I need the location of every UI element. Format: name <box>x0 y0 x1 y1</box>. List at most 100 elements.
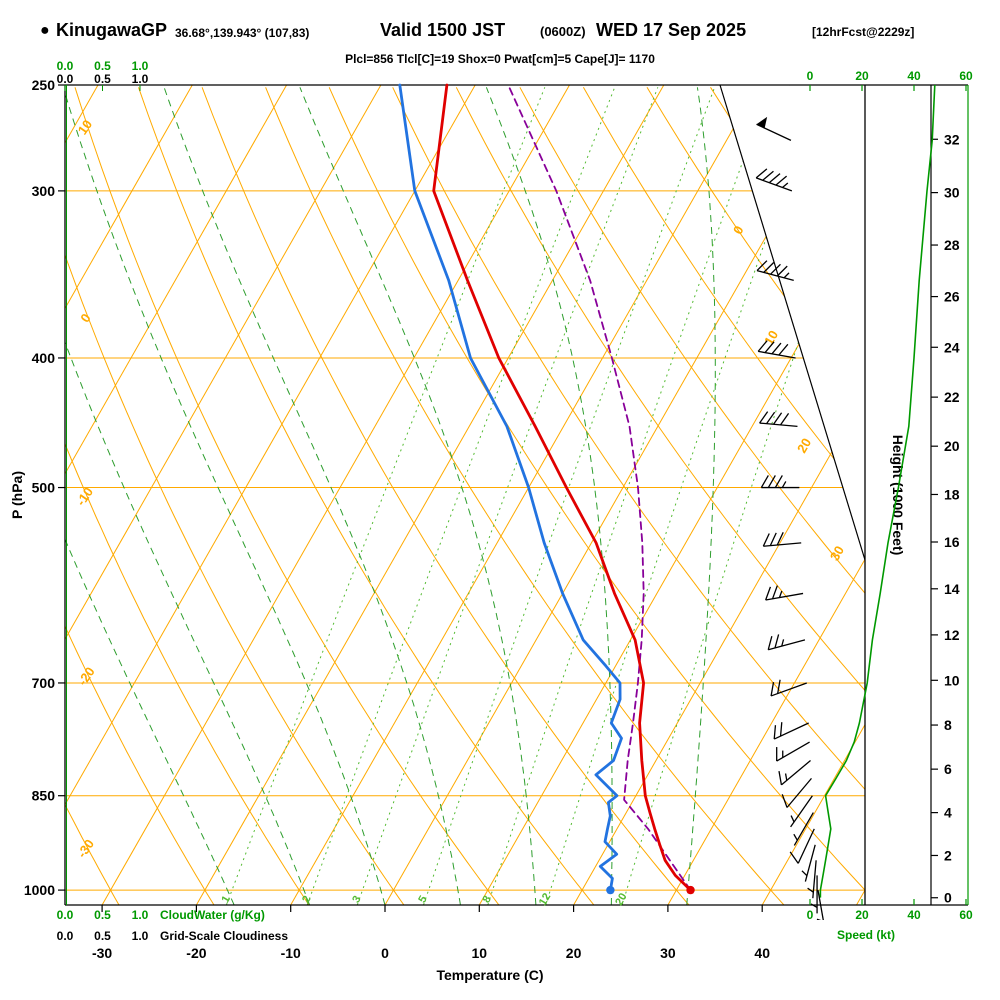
height-tick-label: 12 <box>944 627 960 643</box>
height-tick-label: 20 <box>944 438 960 454</box>
pressure-tick-label: 400 <box>32 350 56 366</box>
isotherm-label: 20 <box>794 435 814 455</box>
wind-barb <box>807 860 817 899</box>
wind-barb <box>755 168 793 192</box>
pressure-axis-title: P (hPa) <box>9 471 25 519</box>
diagonal-cut-line <box>719 84 866 561</box>
mixing-ratio-line <box>225 87 546 905</box>
cloudiness-axis-title: Grid-Scale Cloudiness <box>160 929 288 943</box>
height-tick-label: 8 <box>944 717 952 733</box>
valid-time: Valid 1500 JST <box>380 20 506 40</box>
cloudwater-scale-bottom: 0.5 <box>94 908 111 922</box>
wind-barb <box>781 777 812 808</box>
mixing-ratio-line <box>356 87 659 905</box>
dry-adiabat-label: -10 <box>73 484 96 508</box>
dry-adiabat-line <box>65 87 120 905</box>
speed-tick-label: 20 <box>855 69 869 83</box>
surface-dewpoint-dot <box>606 885 615 895</box>
dry-adiabat-line <box>455 87 865 905</box>
dry-adiabat-line <box>65 87 405 905</box>
dry-adiabat-label: -20 <box>75 664 98 688</box>
cloudiness-scale-bottom: 0.0 <box>57 929 74 943</box>
pressure-tick-label: 500 <box>32 480 56 496</box>
dry-adiabat-line <box>138 87 595 905</box>
moist-adiabat-line <box>485 87 613 905</box>
surface-temperature-dot <box>686 885 695 895</box>
background-grid <box>65 85 865 905</box>
moist-adiabat-line <box>686 87 716 905</box>
moist-adiabat-line <box>65 87 311 905</box>
valid-time-utc: (0600Z) <box>540 24 586 39</box>
wind-barb <box>776 741 810 762</box>
height-tick-label: 18 <box>944 486 960 502</box>
speed-tick-label: 0 <box>807 908 814 922</box>
temperature-tick-label: 40 <box>754 945 770 961</box>
dry-adiabat-line <box>65 87 215 905</box>
dry-adiabat-label: 0 <box>77 311 93 326</box>
wind-barb <box>793 812 814 846</box>
isotherm-line <box>195 85 665 905</box>
isotherm-line <box>667 85 865 905</box>
temperature-axis-title: Temperature (C) <box>436 967 543 983</box>
wind-barb <box>762 532 802 547</box>
mixing-ratio-label: 1 <box>219 894 232 905</box>
dry-adiabat-line <box>837 87 865 905</box>
mixing-ratio-label: 5 <box>416 894 429 905</box>
mixing-ratio-line <box>621 87 865 905</box>
height-tick-label: 6 <box>944 761 952 777</box>
wind-barb <box>756 260 794 282</box>
wind-barb <box>756 116 792 141</box>
mixing-ratio-line <box>545 87 820 905</box>
isotherm-line <box>101 85 570 905</box>
wind-barb <box>765 585 804 601</box>
pressure-tick-label: 850 <box>32 788 56 804</box>
forecast-lead-info: [12hrFcst@2229z] <box>812 25 915 39</box>
pressure-tick-label: 1000 <box>24 882 55 898</box>
height-tick-label: 30 <box>944 185 960 201</box>
wind-barb <box>770 679 808 697</box>
height-tick-label: 22 <box>944 389 960 405</box>
isotherm-line <box>856 85 865 905</box>
dry-adiabat-line <box>519 87 865 905</box>
wind-barb-column <box>755 85 824 920</box>
cloudwater-scale-top: 1.0 <box>132 59 149 73</box>
moist-adiabat-line <box>163 87 461 905</box>
cloudiness-scale-top: 0.0 <box>57 72 74 86</box>
height-tick-label: 24 <box>944 339 960 355</box>
isotherm-line <box>65 85 288 905</box>
temperature-tick-label: 30 <box>660 945 676 961</box>
speed-tick-label: 60 <box>959 69 973 83</box>
mixing-ratio-label: 12 <box>537 891 554 908</box>
mixing-ratio-label: 20 <box>613 891 630 908</box>
wind-barb <box>790 795 813 828</box>
height-tick-label: 26 <box>944 289 960 305</box>
cloudwater-scale-bottom: 1.0 <box>132 908 149 922</box>
moist-adiabat-line <box>299 87 537 905</box>
dry-adiabat-label: -30 <box>74 836 97 860</box>
valid-date: WED 17 Sep 2025 <box>596 20 747 40</box>
cloudiness-scale-bottom: 0.5 <box>94 929 111 943</box>
cloudwater-scale-top: 0.0 <box>57 59 74 73</box>
cloudiness-scale-bottom: 1.0 <box>132 929 149 943</box>
speed-tick-label: 60 <box>959 908 973 922</box>
speed-tick-label: 20 <box>855 908 869 922</box>
wind-barb <box>816 889 824 920</box>
dry-adiabat-line <box>65 87 310 905</box>
wind-barb <box>759 411 798 428</box>
dewpoint-profile-line <box>398 83 623 892</box>
wind-barb <box>757 340 796 359</box>
speed-tick-label: 40 <box>907 908 921 922</box>
wind-barb <box>767 634 806 651</box>
wind-speed-profile-line <box>819 84 936 898</box>
station-coords: 36.68°,139.943° (107,83) <box>175 26 310 40</box>
temperature-tick-label: -30 <box>92 945 112 961</box>
dry-adiabat-line <box>328 87 865 905</box>
cloudiness-scale-top: 0.5 <box>94 72 111 86</box>
dry-adiabat-line <box>74 87 500 905</box>
moist-adiabat-line <box>65 87 386 905</box>
height-tick-label: 10 <box>944 672 960 688</box>
moist-adiabat-line <box>65 87 235 905</box>
